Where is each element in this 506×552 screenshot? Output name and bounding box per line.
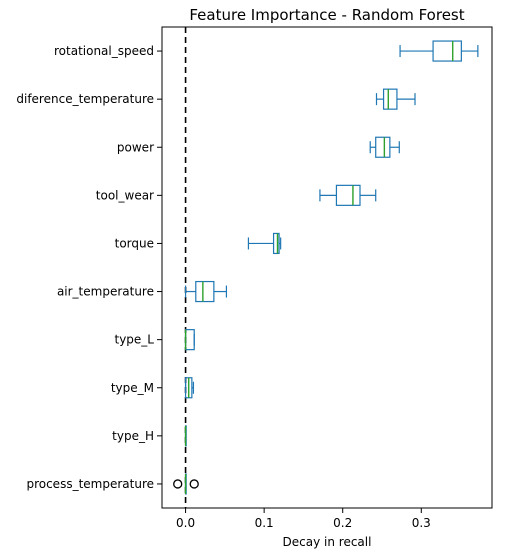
plot-frame [161, 26, 493, 509]
y-tick-label: air_temperature [57, 285, 154, 299]
y-tick-label: torque [115, 236, 154, 250]
y-tick-label: rotational_speed [54, 44, 154, 58]
box-iqr [184, 329, 195, 351]
x-tick-label: 0.3 [412, 516, 431, 530]
y-tick-label: process_temperature [26, 477, 154, 491]
plot-area: 0.0 0.1 0.2 0.3 rotational_speed diference_te… [16, 26, 493, 530]
x-tick-label: 0.2 [333, 516, 352, 530]
outlier-point [189, 479, 199, 489]
y-tick-label: power [117, 140, 154, 154]
x-tick-label: 0.0 [176, 516, 195, 530]
y-tick-label: type_H [112, 429, 154, 443]
box-iqr [335, 184, 361, 206]
x-axis-label: Decay in recall [283, 535, 372, 549]
box-iqr [195, 280, 215, 303]
y-tick-label: type_L [115, 333, 155, 347]
y-tick-label: tool_wear [96, 188, 154, 202]
x-tick-label: 0.1 [255, 516, 274, 530]
box-iqr [272, 232, 280, 255]
outlier-point [173, 479, 183, 489]
y-tick-label: type_M [111, 381, 154, 395]
box-iqr [432, 40, 462, 62]
chart-title: Feature Importance - Random Forest [189, 6, 464, 24]
box-iqr [382, 88, 398, 110]
box-iqr [375, 136, 391, 158]
y-tick-label: diference_temperature [16, 92, 154, 106]
